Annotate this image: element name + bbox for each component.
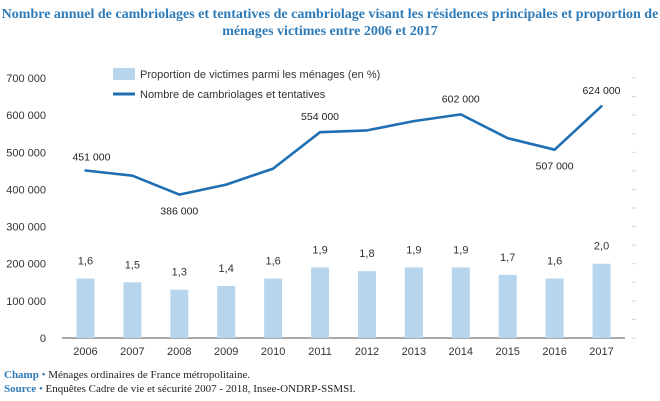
- legend-line-label: Nombre de cambriolages et tentatives: [140, 89, 326, 101]
- line-point: [412, 119, 416, 123]
- y-tick-label: 100 000: [6, 296, 46, 308]
- x-tick-label: 2010: [261, 346, 285, 358]
- line-point: [271, 167, 275, 170]
- line-point: [365, 129, 369, 132]
- bar-data-label: 1,7: [500, 252, 515, 264]
- line-point: [318, 131, 322, 134]
- chart-title-line-2: ménages victimes entre 2006 et 2017: [222, 24, 438, 39]
- line-point: [84, 169, 87, 172]
- bar-data-label: 1,6: [78, 256, 93, 268]
- bar: [357, 271, 376, 338]
- y-tick-label: 600 000: [6, 110, 46, 122]
- x-tick-label: 2014: [449, 346, 473, 358]
- line-point: [600, 105, 603, 108]
- line-data-label: 386 000: [160, 206, 198, 218]
- source-note: Source • Enquêtes Cadre de vie et sécuri…: [4, 382, 356, 396]
- champ-label: Champ: [4, 369, 39, 381]
- bar: [545, 278, 564, 338]
- bar-data-label: 1,4: [219, 263, 234, 275]
- bar: [217, 286, 236, 338]
- line-point: [459, 113, 462, 116]
- line-point: [506, 136, 509, 140]
- y-tick-label: 700 000: [6, 73, 46, 85]
- line-point: [131, 174, 134, 177]
- bar-data-label: 1,9: [312, 244, 327, 256]
- x-tick-label: 2007: [120, 346, 144, 358]
- chart-footer: Champ • Ménages ordinaires de France mét…: [4, 368, 356, 396]
- line-point: [553, 148, 556, 151]
- y-tick-label: 200 000: [6, 259, 46, 271]
- source-label: Source: [4, 383, 37, 395]
- bar-data-label: 1,6: [265, 256, 280, 268]
- legend-bar-swatch: [113, 68, 135, 80]
- x-tick-label: 2016: [542, 346, 566, 358]
- line-series: [85, 105, 603, 196]
- y-tick-label: 0: [40, 333, 46, 345]
- bar: [451, 267, 470, 338]
- bar: [76, 278, 95, 338]
- x-tick-label: 2015: [495, 346, 519, 358]
- bar: [123, 282, 142, 338]
- line-point: [225, 183, 228, 186]
- x-tick-label: 2009: [214, 346, 238, 358]
- x-tick-label: 2017: [589, 346, 613, 358]
- line-point: [178, 193, 181, 196]
- bar: [170, 289, 189, 338]
- x-tick-label: 2012: [355, 346, 379, 358]
- bullet-icon: •: [41, 369, 46, 381]
- line-data-label: 451 000: [72, 151, 110, 163]
- bar: [264, 278, 283, 338]
- line-data-label: 554 000: [301, 111, 339, 123]
- source-text: Enquêtes Cadre de vie et sécurité 2007 -…: [45, 383, 356, 395]
- champ-text: Ménages ordinaires de France métropolita…: [48, 369, 251, 381]
- bar-data-label: 1,3: [172, 267, 187, 279]
- bar-data-label: 1,9: [453, 244, 468, 256]
- bar: [592, 263, 611, 338]
- bar: [311, 267, 330, 338]
- y-tick-label: 300 000: [6, 222, 46, 234]
- champ-note: Champ • Ménages ordinaires de France mét…: [4, 368, 356, 382]
- bar-data-label: 1,6: [547, 256, 562, 268]
- bar-data-label: 1,8: [359, 248, 374, 260]
- bar-data-label: 1,5: [125, 259, 140, 271]
- line-data-label: 624 000: [583, 85, 621, 97]
- y-tick-label: 400 000: [6, 184, 46, 196]
- x-tick-label: 2013: [402, 346, 426, 358]
- legend-bar-label: Proportion de victimes parmi les ménages…: [140, 69, 380, 81]
- bullet-icon: •: [38, 383, 43, 395]
- line-data-label: 507 000: [536, 161, 574, 173]
- bar: [404, 267, 423, 338]
- y-tick-label: 500 000: [6, 147, 46, 159]
- bar: [498, 274, 517, 338]
- x-tick-label: 2011: [308, 346, 332, 358]
- chart-title-line-1: Nombre annuel de cambriolages et tentati…: [1, 7, 659, 22]
- bar-data-label: 1,9: [406, 244, 421, 256]
- line-data-label: 602 000: [442, 93, 480, 105]
- bar-data-label: 2,0: [594, 241, 609, 253]
- x-tick-label: 2006: [73, 346, 97, 358]
- x-tick-label: 2008: [167, 346, 191, 358]
- chart-title: Nombre annuel de cambriolages et tentati…: [0, 6, 660, 40]
